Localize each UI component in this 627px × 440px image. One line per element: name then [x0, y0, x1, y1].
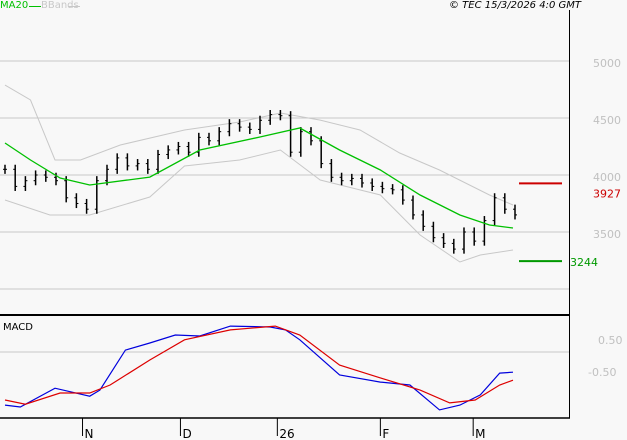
lower-bollinger-band	[4, 149, 514, 263]
copyright-text: © TEC 15/3/2026 4:0 GMT	[449, 0, 581, 11]
x-tick-label: N	[85, 427, 94, 440]
x-tick-label: D	[182, 427, 191, 440]
bbands-legend: BBands	[41, 0, 79, 11]
macd-tick-label: 0.50	[598, 334, 623, 347]
price-level-label: 3927	[593, 187, 621, 200]
x-tick-label: M	[475, 427, 485, 440]
y-tick-label: 4000	[593, 171, 621, 184]
y-tick-label: 5000	[593, 57, 621, 70]
x-tick-label: F	[382, 427, 389, 440]
signal-line	[4, 325, 514, 405]
ma20-legend-swatch	[29, 6, 41, 7]
bbands-legend-swatch	[68, 6, 80, 7]
x-tick-label: 26	[279, 427, 294, 440]
upper-bollinger-band	[4, 84, 514, 206]
macd-tick-label: -0.50	[588, 366, 616, 379]
price-level-label: 3244	[570, 256, 598, 269]
ma20-legend: MA20	[0, 0, 29, 11]
y-tick-label: 4500	[593, 114, 621, 127]
y-tick-label: 3500	[593, 228, 621, 241]
macd-title: MACD	[3, 322, 33, 333]
ma20-line	[4, 127, 514, 229]
